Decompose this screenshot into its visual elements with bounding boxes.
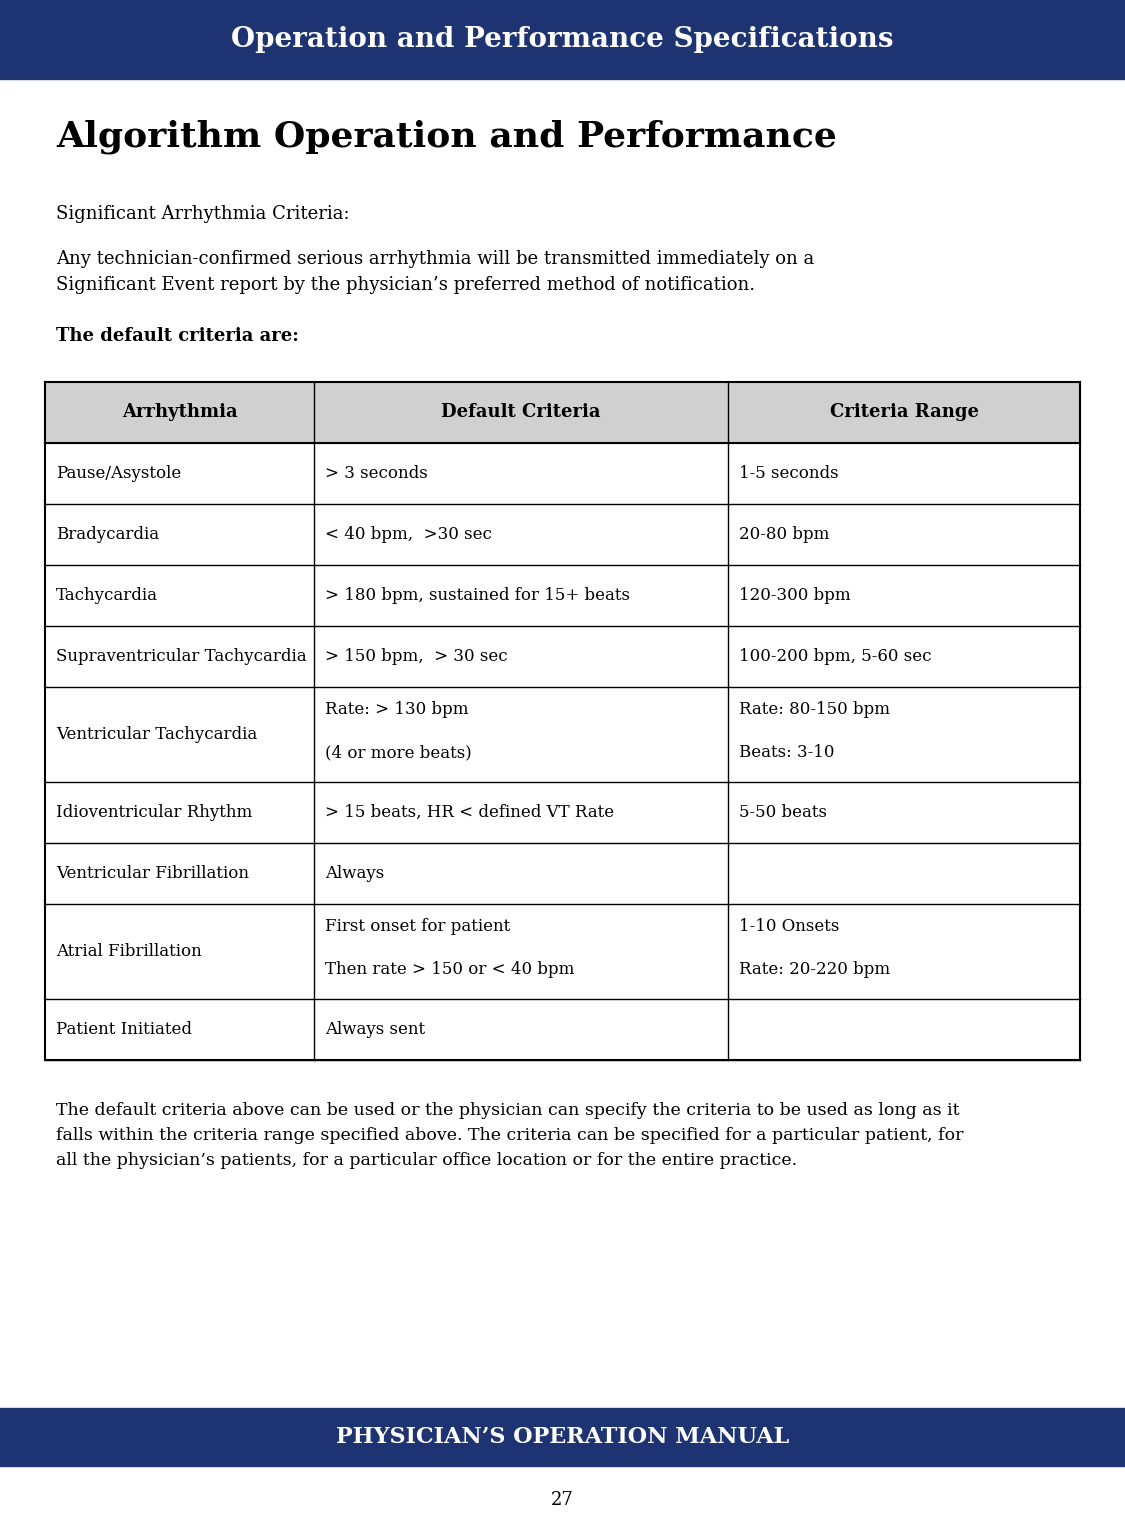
Bar [0,1408,1125,1466]
Text: Idioventricular Rhythm: Idioventricular Rhythm [56,803,252,822]
Text: > 150 bpm,  > 30 sec: > 150 bpm, > 30 sec [325,647,508,666]
Text: Arrhythmia: Arrhythmia [122,403,237,421]
Text: Ventricular Fibrillation: Ventricular Fibrillation [56,864,250,883]
Text: Pause/Asystole: Pause/Asystole [56,464,181,483]
Text: 5-50 beats: 5-50 beats [739,803,827,822]
Text: Supraventricular Tachycardia: Supraventricular Tachycardia [56,647,307,666]
Text: Rate: 20-220 bpm: Rate: 20-220 bpm [739,960,891,979]
Text: Significant Arrhythmia Criteria:: Significant Arrhythmia Criteria: [56,205,350,223]
Text: 100-200 bpm, 5-60 sec: 100-200 bpm, 5-60 sec [739,647,931,666]
Text: < 40 bpm,  >30 sec: < 40 bpm, >30 sec [325,525,493,544]
Text: Atrial Fibrillation: Atrial Fibrillation [56,942,202,960]
Text: 27: 27 [551,1490,574,1509]
Text: Tachycardia: Tachycardia [56,586,159,605]
Text: Criteria Range: Criteria Range [829,403,979,421]
Text: Then rate > 150 or < 40 bpm: Then rate > 150 or < 40 bpm [325,960,575,979]
Text: Beats: 3-10: Beats: 3-10 [739,744,835,762]
Text: PHYSICIAN’S OPERATION MANUAL: PHYSICIAN’S OPERATION MANUAL [336,1426,789,1448]
Text: 20-80 bpm: 20-80 bpm [739,525,830,544]
Bar [45,382,1080,443]
Bar [0,0,1125,79]
Text: Rate: 80-150 bpm: Rate: 80-150 bpm [739,701,890,718]
Text: Bradycardia: Bradycardia [56,525,160,544]
Text: > 3 seconds: > 3 seconds [325,464,429,483]
Text: 1-5 seconds: 1-5 seconds [739,464,839,483]
Text: 1-10 Onsets: 1-10 Onsets [739,918,839,935]
Text: > 15 beats, HR < defined VT Rate: > 15 beats, HR < defined VT Rate [325,803,614,822]
Text: The default criteria are:: The default criteria are: [56,327,299,345]
Text: Ventricular Tachycardia: Ventricular Tachycardia [56,725,258,744]
Text: Rate: > 130 bpm: Rate: > 130 bpm [325,701,469,718]
Text: Default Criteria: Default Criteria [441,403,601,421]
Text: Always sent: Always sent [325,1020,425,1038]
Text: (4 or more beats): (4 or more beats) [325,744,472,762]
Text: Algorithm Operation and Performance: Algorithm Operation and Performance [56,119,837,154]
Text: First onset for patient: First onset for patient [325,918,511,935]
Text: The default criteria above can be used or the physician can specify the criteria: The default criteria above can be used o… [56,1102,964,1170]
Text: Any technician-confirmed serious arrhythmia will be transmitted immediately on a: Any technician-confirmed serious arrhyth… [56,250,814,295]
Text: 120-300 bpm: 120-300 bpm [739,586,850,605]
Text: Patient Initiated: Patient Initiated [56,1020,192,1038]
Text: Always: Always [325,864,385,883]
Text: > 180 bpm, sustained for 15+ beats: > 180 bpm, sustained for 15+ beats [325,586,630,605]
Text: Operation and Performance Specifications: Operation and Performance Specifications [232,26,893,53]
